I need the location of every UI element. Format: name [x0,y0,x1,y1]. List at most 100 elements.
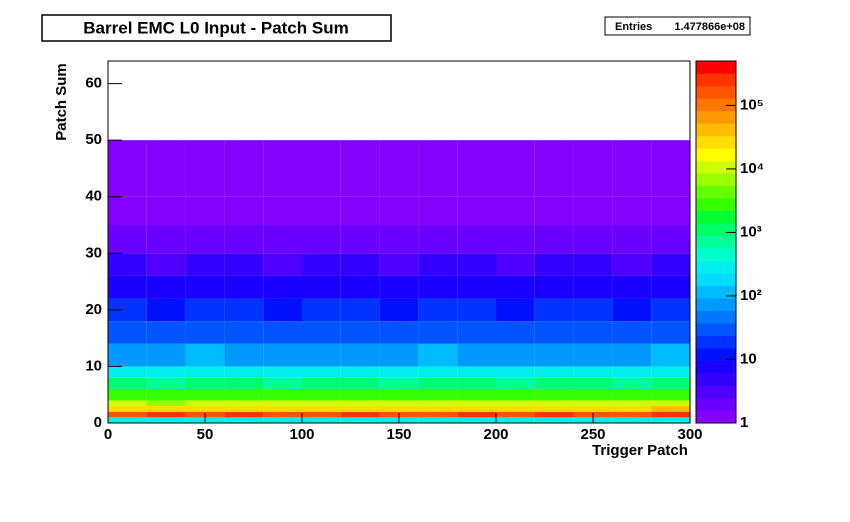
heat-cell [418,253,458,276]
heat-cell [263,275,302,299]
z-tick-label: 1 [740,414,748,431]
z-tick-label: 10³ [740,223,762,240]
heat-cell [224,298,264,322]
y-tick-label: 60 [85,75,102,92]
heat-cell [185,298,225,322]
heat-cell [302,377,341,390]
y-tick-label: 50 [85,131,102,148]
heat-cell [612,253,652,276]
heat-cell [108,417,147,423]
colorbar-swatch [696,61,736,74]
colorbar-swatch [696,273,736,286]
heat-cell [418,343,458,367]
heat-cell [146,298,186,322]
heat-cell [612,366,652,378]
heat-cell [573,389,613,401]
heat-cell [108,411,147,418]
heat-cell [185,321,225,344]
heat-cell [573,298,613,322]
heat-cell [185,196,225,226]
heat-cell [534,417,574,423]
colorbar-swatch [696,98,736,112]
heat-cell [224,389,264,401]
heat-cell [224,343,264,367]
colorbar-swatch [696,210,736,224]
heat-cell [185,253,225,276]
colorbar-swatch [696,398,736,411]
heat-cell [573,321,613,344]
heat-cell [302,140,341,197]
heat-cell [418,406,458,412]
heat-cell [612,298,652,322]
colorbar-swatch [696,198,736,212]
heat-cell [108,400,147,407]
heat-cell [496,366,535,378]
heat-cell [534,343,574,367]
heat-cell [612,275,652,299]
heat-cell [496,298,535,322]
z-tick-label: 10² [740,287,762,304]
heat-cell [418,417,458,423]
colorbar-swatch [696,360,736,374]
heat-cell [224,417,264,423]
heat-cell [651,400,690,407]
colorbar-swatch [696,173,736,187]
heat-cell [146,140,186,197]
heat-cell [534,275,574,299]
heat-cell [457,377,496,390]
heat-cell [224,400,264,407]
heat-cell [534,389,574,401]
x-axis-label: Trigger Patch [592,442,688,459]
heat-cell [651,411,690,418]
heat-cell [185,406,225,412]
heat-cell [263,366,302,378]
heat-cell [263,343,302,367]
heat-cell [302,343,341,367]
heat-cell [263,140,302,197]
y-tick-label: 40 [85,188,102,205]
heat-cell [302,253,341,276]
z-tick-label: 10⁵ [740,96,764,113]
heat-cell [263,196,302,226]
heat-cell [379,275,419,299]
heat-cell [263,377,302,390]
heat-cell [379,298,419,322]
heat-cell [457,298,496,322]
colorbar-swatch [696,85,736,99]
heat-cell [108,321,147,344]
heat-cell [457,253,496,276]
heat-cell [534,298,574,322]
heat-cell [651,253,690,276]
heat-cell [263,225,302,254]
colorbar-frame [695,60,737,424]
heat-cell [224,225,264,254]
heat-cell [573,377,613,390]
heat-cell [185,343,225,367]
heat-cell [302,400,341,407]
heat-cell [146,377,186,390]
heat-cell [263,389,302,401]
heat-cell [302,411,341,418]
heat-cell [573,343,613,367]
heat-cell [263,298,302,322]
heat-cell [146,275,186,299]
heat-cell [457,366,496,378]
heat-cell [651,321,690,344]
x-tick-label: 300 [677,426,702,443]
heat-cell [418,400,458,407]
heat-cell [612,400,652,407]
heat-cell [340,275,380,299]
heat-cell [263,417,302,423]
colorbar-swatch [696,110,736,124]
heat-cell [457,140,496,197]
stats-label: Entries [615,21,652,33]
heat-cell [108,366,147,378]
x-tick-label: 150 [386,426,411,443]
heat-cell [108,377,147,390]
heat-cell [379,406,419,412]
heat-cell [496,321,535,344]
heat-cell [108,343,147,367]
heat-cell [340,253,380,276]
heat-cell [340,343,380,367]
